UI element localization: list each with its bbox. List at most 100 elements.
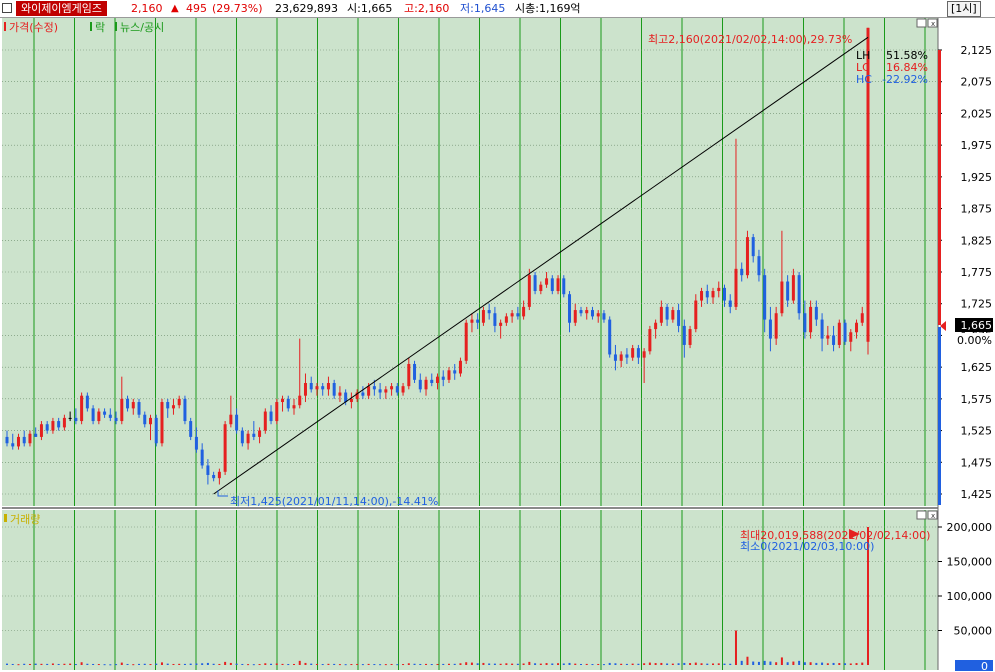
legend-rights: 락 bbox=[95, 21, 105, 34]
volume-bar bbox=[769, 661, 772, 665]
candle bbox=[171, 398, 175, 415]
candle bbox=[321, 383, 325, 396]
candle bbox=[665, 303, 669, 326]
price-axis-label: 1,725 bbox=[961, 298, 993, 311]
price-axis-label: 1,775 bbox=[961, 266, 993, 279]
candle bbox=[22, 430, 26, 447]
volume-bar bbox=[120, 662, 123, 665]
candle bbox=[734, 138, 738, 311]
volume-bar bbox=[241, 663, 244, 665]
volume-bar bbox=[562, 663, 565, 665]
candle bbox=[613, 344, 617, 371]
volume-bar bbox=[327, 663, 330, 665]
price-axis-label: 2,125 bbox=[961, 44, 993, 57]
volume-bar bbox=[402, 664, 405, 666]
candle bbox=[774, 306, 778, 345]
volume-bar bbox=[809, 662, 812, 665]
candle bbox=[786, 275, 790, 307]
volume-bar bbox=[333, 663, 336, 665]
volume-bar bbox=[396, 664, 399, 666]
price-panel-controls[interactable]: x bbox=[916, 18, 938, 28]
trend-line[interactable] bbox=[213, 36, 869, 495]
volume-bar bbox=[28, 663, 31, 665]
volume-bar bbox=[97, 664, 100, 666]
candle bbox=[80, 392, 84, 425]
candle bbox=[464, 319, 468, 364]
volume-bar bbox=[138, 663, 141, 665]
volume-bar bbox=[574, 663, 577, 665]
volume-panel-controls[interactable]: x bbox=[916, 510, 938, 520]
price-axis: 2,125 2,075 2,025 1,975 1,925 1,875 1,825 1,775… bbox=[938, 44, 992, 505]
price-axis-label: 1,475 bbox=[961, 456, 993, 469]
volume-bar bbox=[677, 663, 680, 665]
candle bbox=[246, 430, 250, 450]
high-low-stats: LH LC HC 51.58% 16.84% -22.92% bbox=[856, 49, 928, 86]
candle bbox=[355, 389, 359, 403]
volume-bar bbox=[511, 663, 514, 665]
candle bbox=[654, 319, 658, 339]
candle bbox=[791, 268, 795, 304]
candle bbox=[820, 313, 824, 352]
volume-bar bbox=[826, 663, 829, 665]
candle bbox=[596, 310, 600, 323]
candle bbox=[120, 376, 124, 425]
candle bbox=[705, 284, 709, 304]
candle bbox=[286, 395, 290, 412]
svg-text:51.58%: 51.58% bbox=[886, 49, 928, 62]
volume-bar bbox=[648, 662, 651, 665]
volume-bar bbox=[103, 664, 106, 666]
candle bbox=[149, 414, 152, 441]
volume-bar bbox=[356, 663, 359, 665]
candle bbox=[361, 386, 365, 399]
volume-bar bbox=[132, 664, 135, 666]
horizontal-grid bbox=[2, 49, 938, 631]
volume-bar bbox=[57, 663, 60, 665]
candle bbox=[160, 398, 164, 447]
volume-bar bbox=[126, 663, 129, 665]
volume-bar bbox=[855, 663, 858, 665]
candle bbox=[11, 433, 15, 450]
max-volume-arrow-icon bbox=[849, 529, 860, 539]
volume-bar bbox=[539, 663, 542, 665]
candle bbox=[194, 427, 198, 453]
volume-bar bbox=[367, 663, 370, 665]
volume-bar bbox=[201, 663, 204, 665]
volume-bar bbox=[40, 663, 43, 665]
candle bbox=[91, 405, 95, 425]
candle bbox=[62, 414, 66, 431]
candle bbox=[309, 376, 313, 393]
up-arrow-icon: ▲ bbox=[171, 3, 179, 14]
volume-bar bbox=[258, 664, 261, 666]
volume-bar bbox=[430, 664, 433, 666]
volume-bar bbox=[51, 663, 54, 665]
min-volume-annotation: 최소0(2021/02/03,10:00) bbox=[740, 540, 874, 553]
select-checkbox[interactable] bbox=[2, 3, 12, 13]
volume-bar bbox=[780, 657, 783, 665]
price-axis-label: 1,425 bbox=[961, 488, 993, 501]
period-selector-button[interactable]: [1시] bbox=[947, 1, 981, 17]
volume-bar bbox=[160, 662, 163, 665]
price-panel-bg bbox=[2, 18, 938, 506]
volume-bar bbox=[861, 662, 864, 665]
candle bbox=[34, 427, 38, 437]
candle bbox=[39, 421, 43, 441]
candle bbox=[108, 408, 112, 422]
svg-text:16.84%: 16.84% bbox=[886, 61, 928, 74]
volume-bar bbox=[447, 663, 450, 665]
volume-bar bbox=[522, 663, 525, 665]
candle bbox=[103, 408, 107, 418]
legend-news: 뉴스/공시 bbox=[120, 21, 164, 34]
candle bbox=[476, 313, 480, 330]
candle bbox=[602, 310, 606, 323]
candle bbox=[504, 313, 508, 326]
candle bbox=[682, 319, 686, 358]
candle bbox=[349, 392, 353, 409]
volume-bar bbox=[580, 663, 582, 665]
candle bbox=[619, 351, 623, 368]
price-axis-label: 1,875 bbox=[961, 203, 993, 216]
volume-bar bbox=[80, 662, 83, 665]
candle bbox=[590, 306, 594, 320]
candle bbox=[487, 303, 491, 320]
stock-name-label[interactable]: 와이제이엠게임즈 bbox=[16, 1, 107, 16]
price-axis-label: 1,925 bbox=[961, 171, 993, 184]
